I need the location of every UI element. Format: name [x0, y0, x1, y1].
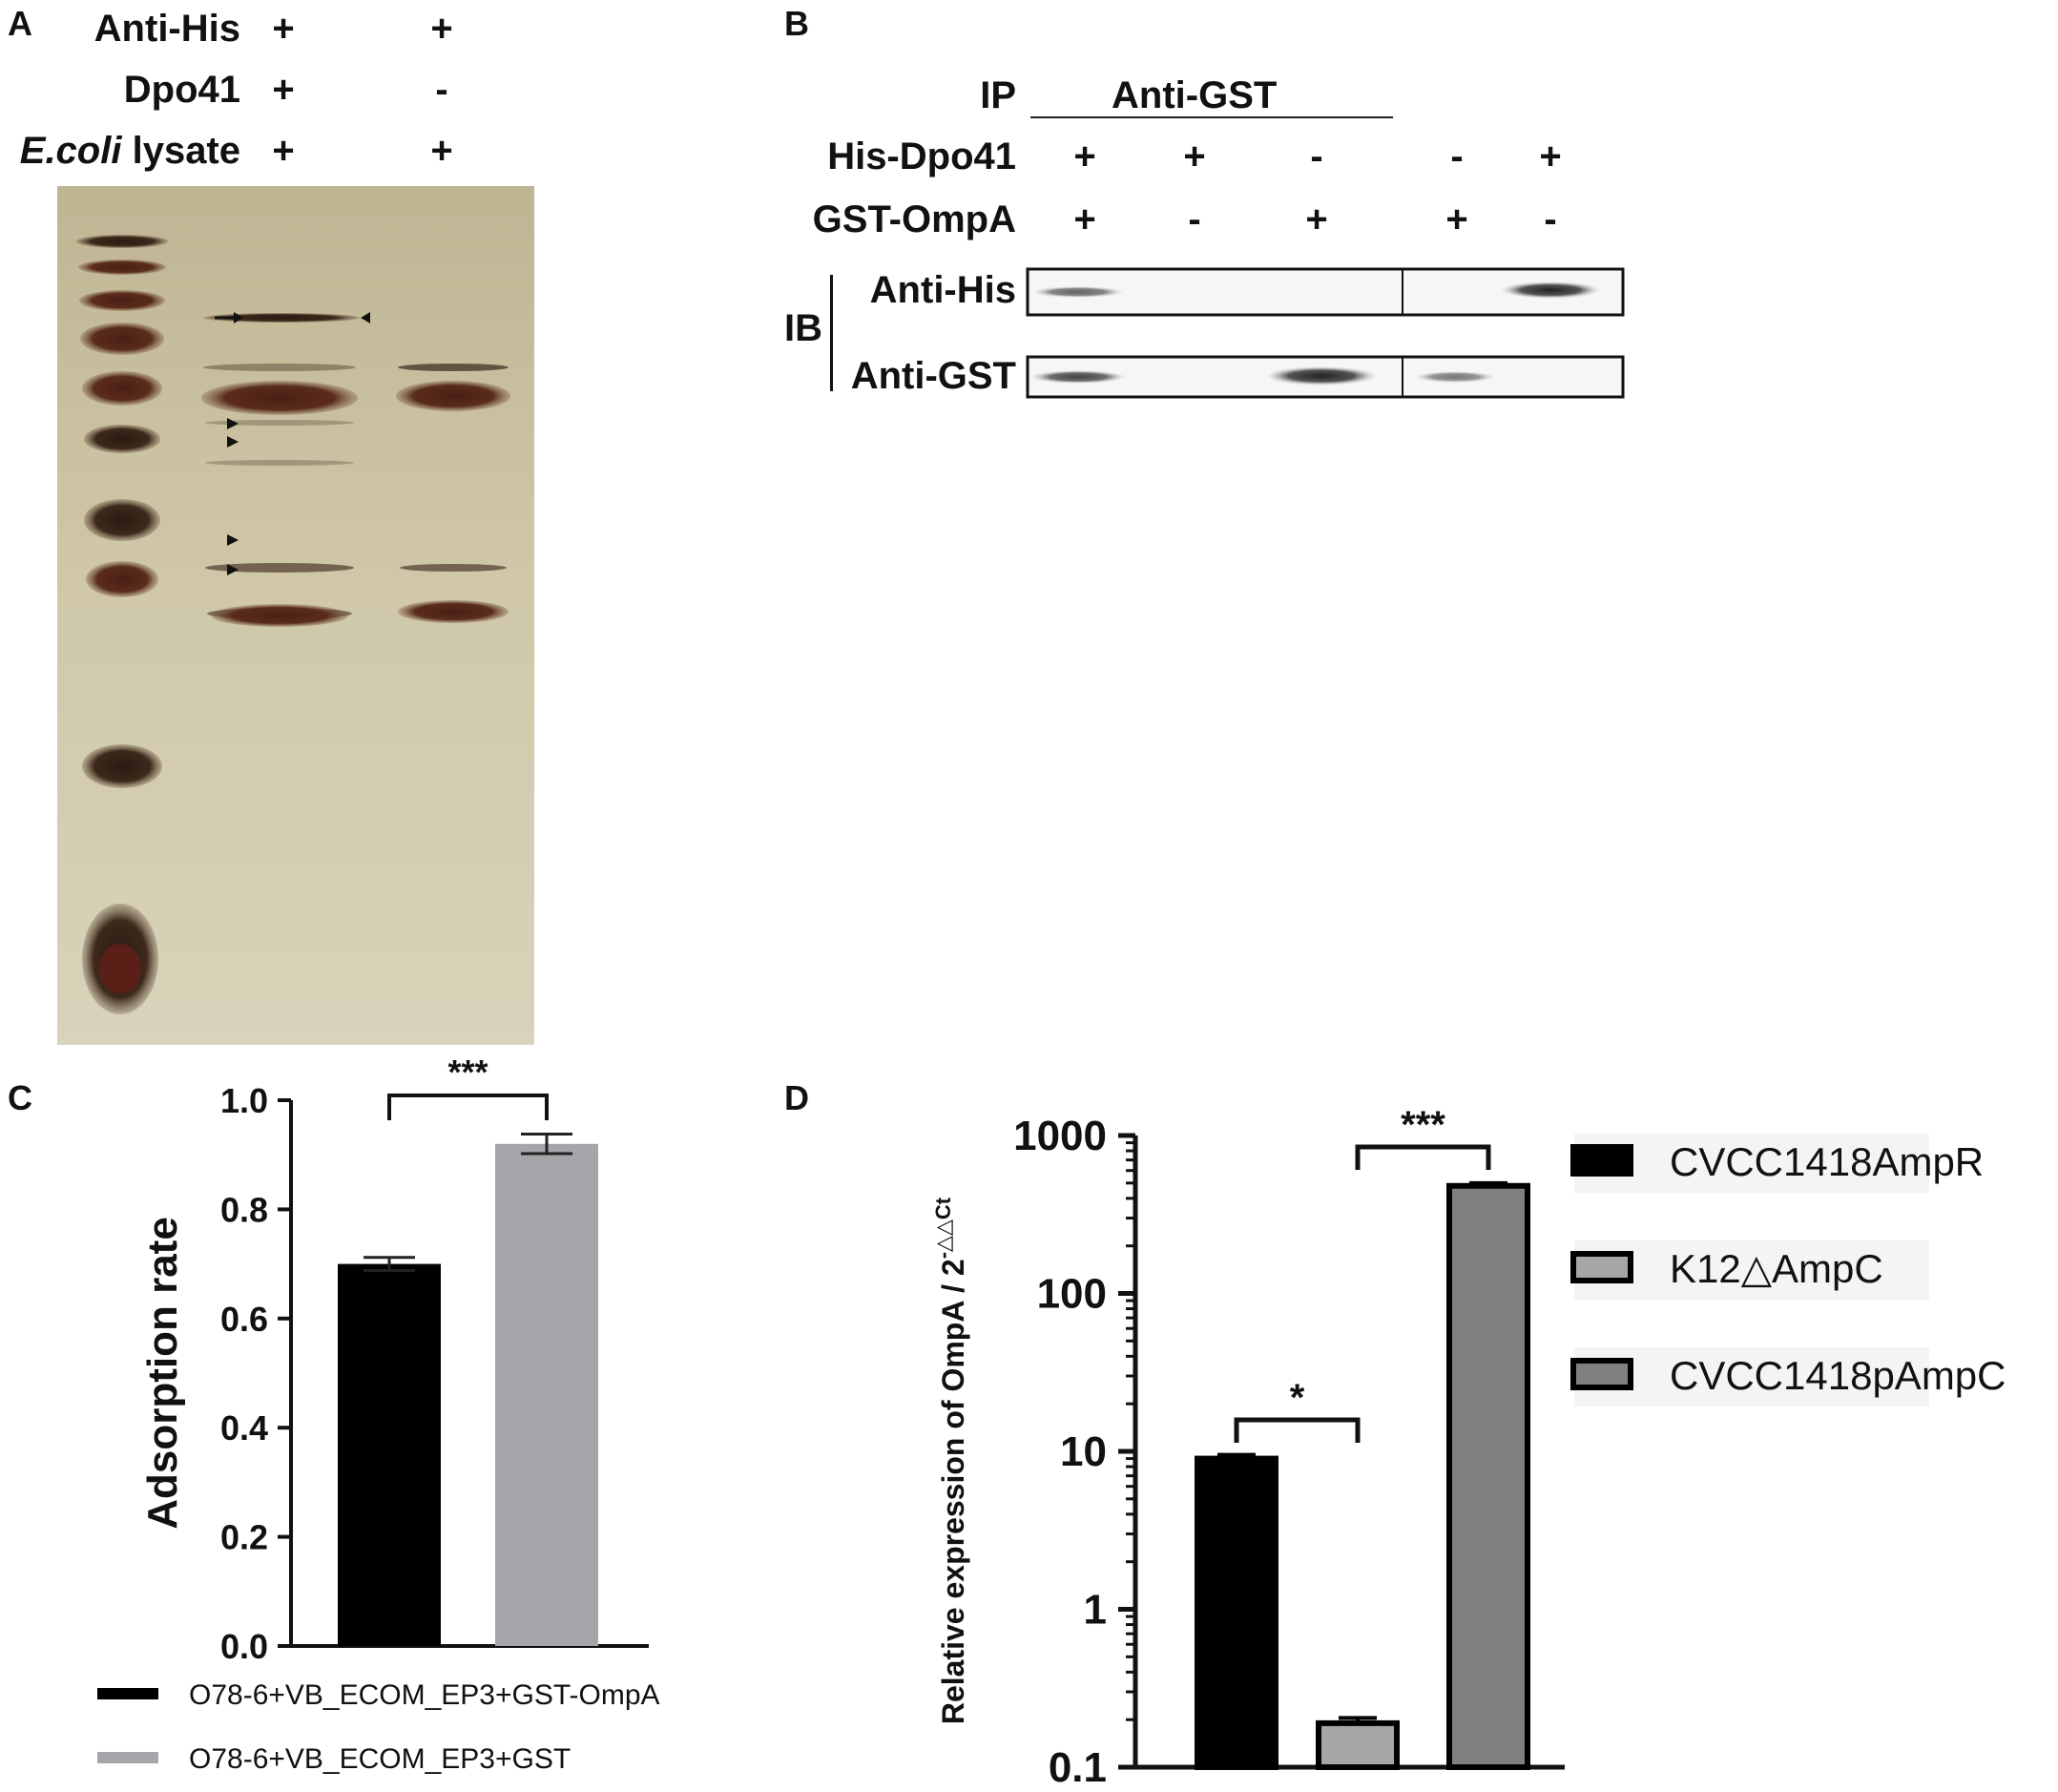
blot-label-anti-gst: Anti-GST [850, 355, 1016, 397]
y-tick-label: 0.8 [220, 1190, 268, 1229]
panel-a-sign: - [435, 69, 448, 111]
panel-b-row-his-dpo41: His-Dpo41 [827, 135, 1016, 177]
legend-swatch [97, 1688, 158, 1699]
legend-label: CVCC1418pAmpC [1670, 1353, 2006, 1398]
marker-lane [76, 235, 168, 1014]
legend-swatch [1570, 1251, 1633, 1283]
panel-b-sign: + [1305, 198, 1328, 240]
panel-a-sign: + [272, 69, 295, 111]
significance-bracket [1234, 1417, 1361, 1443]
y-tick-label: 10 [1060, 1428, 1107, 1475]
significance-label: *** [447, 1052, 488, 1092]
panel-b-sign: + [1073, 135, 1096, 177]
legend-label: O78-6+VB_ECOM_EP3+GST-OmpA [189, 1679, 660, 1711]
western-blot-strips [1026, 267, 1625, 399]
legend-label: K12△AmpC [1670, 1246, 1883, 1291]
significance-label: * [1290, 1377, 1305, 1419]
panel-b-sign: + [1445, 198, 1468, 240]
panel-b-sign: + [1073, 198, 1096, 240]
y-tick-label: 0.4 [220, 1408, 268, 1448]
lane-dpo41 [201, 313, 360, 627]
chart-d-ompa-expression: 0.1 1 10 100 1000 Relative expression of OmpA… [931, 1104, 2006, 1791]
bar [1446, 1182, 1530, 1770]
panel-b-sign: - [1310, 135, 1323, 177]
panel-a-sign: + [272, 130, 295, 172]
y-tick-label: 1000 [1013, 1113, 1107, 1159]
legend-label: O78-6+VB_ECOM_EP3+GST [189, 1743, 571, 1775]
ip-antibody: Anti-GST [1112, 74, 1278, 116]
panel-a-sign: + [430, 130, 453, 172]
panel-c-letter: C [8, 1078, 32, 1117]
panel-b-letter: B [784, 4, 809, 43]
legend-swatch [1570, 1358, 1633, 1390]
significance-bracket [387, 1094, 549, 1120]
ip-underline [1030, 116, 1393, 118]
y-tick-label: 0.0 [220, 1627, 268, 1666]
y-tick-label: 0.6 [220, 1300, 268, 1339]
panel-b-row-gst-ompa: GST-OmpA [812, 198, 1016, 240]
bar [1195, 1455, 1278, 1770]
panel-a-row-anti-his: Anti-His [94, 8, 240, 50]
panel-a-sign: + [430, 8, 453, 50]
y-tick-label: 0.1 [1049, 1744, 1107, 1791]
panel-a-row-dpo41: Dpo41 [123, 69, 240, 111]
panel-a-letter: A [8, 4, 32, 43]
panel-a-row-lysate: E.coli lysate [19, 130, 240, 172]
panel-b-sign: + [1539, 135, 1562, 177]
ib-label: IB [784, 307, 822, 349]
lane-control [396, 364, 510, 623]
panel-a-sign: + [272, 8, 295, 50]
legend-swatch [97, 1752, 158, 1763]
silver-stained-gel [57, 186, 534, 1045]
y-axis-label: Relative expression of OmpA / 2-△△Ct [931, 1197, 970, 1724]
panel-b-sign: - [1544, 198, 1557, 240]
band-arrow-markers [215, 312, 370, 575]
legend-swatch [1570, 1144, 1633, 1177]
y-tick-label: 1 [1084, 1587, 1107, 1634]
bar [495, 1143, 598, 1646]
bar [1316, 1719, 1400, 1770]
y-tick-label: 0.2 [220, 1518, 268, 1557]
panel-b-sign: - [1188, 198, 1201, 240]
panel-b-sign: + [1183, 135, 1206, 177]
significance-bracket [1355, 1144, 1491, 1170]
bar [338, 1263, 441, 1646]
panel-b-sign: - [1450, 135, 1464, 177]
y-tick-label: 100 [1037, 1271, 1107, 1318]
ip-label: IP [980, 74, 1016, 116]
chart-c-adsorption: 0.0 0.2 0.4 0.6 0.8 1.0 Adsorption rate *** O78-… [97, 1052, 660, 1775]
significance-label: *** [1401, 1104, 1445, 1146]
ib-bracket [830, 275, 833, 391]
panel-d-letter: D [784, 1078, 809, 1117]
legend-label: CVCC1418AmpR [1670, 1139, 1984, 1184]
y-axis-label: Adsorption rate [139, 1217, 186, 1530]
blot-label-anti-his: Anti-His [869, 269, 1016, 311]
y-tick-label: 1.0 [220, 1081, 268, 1120]
